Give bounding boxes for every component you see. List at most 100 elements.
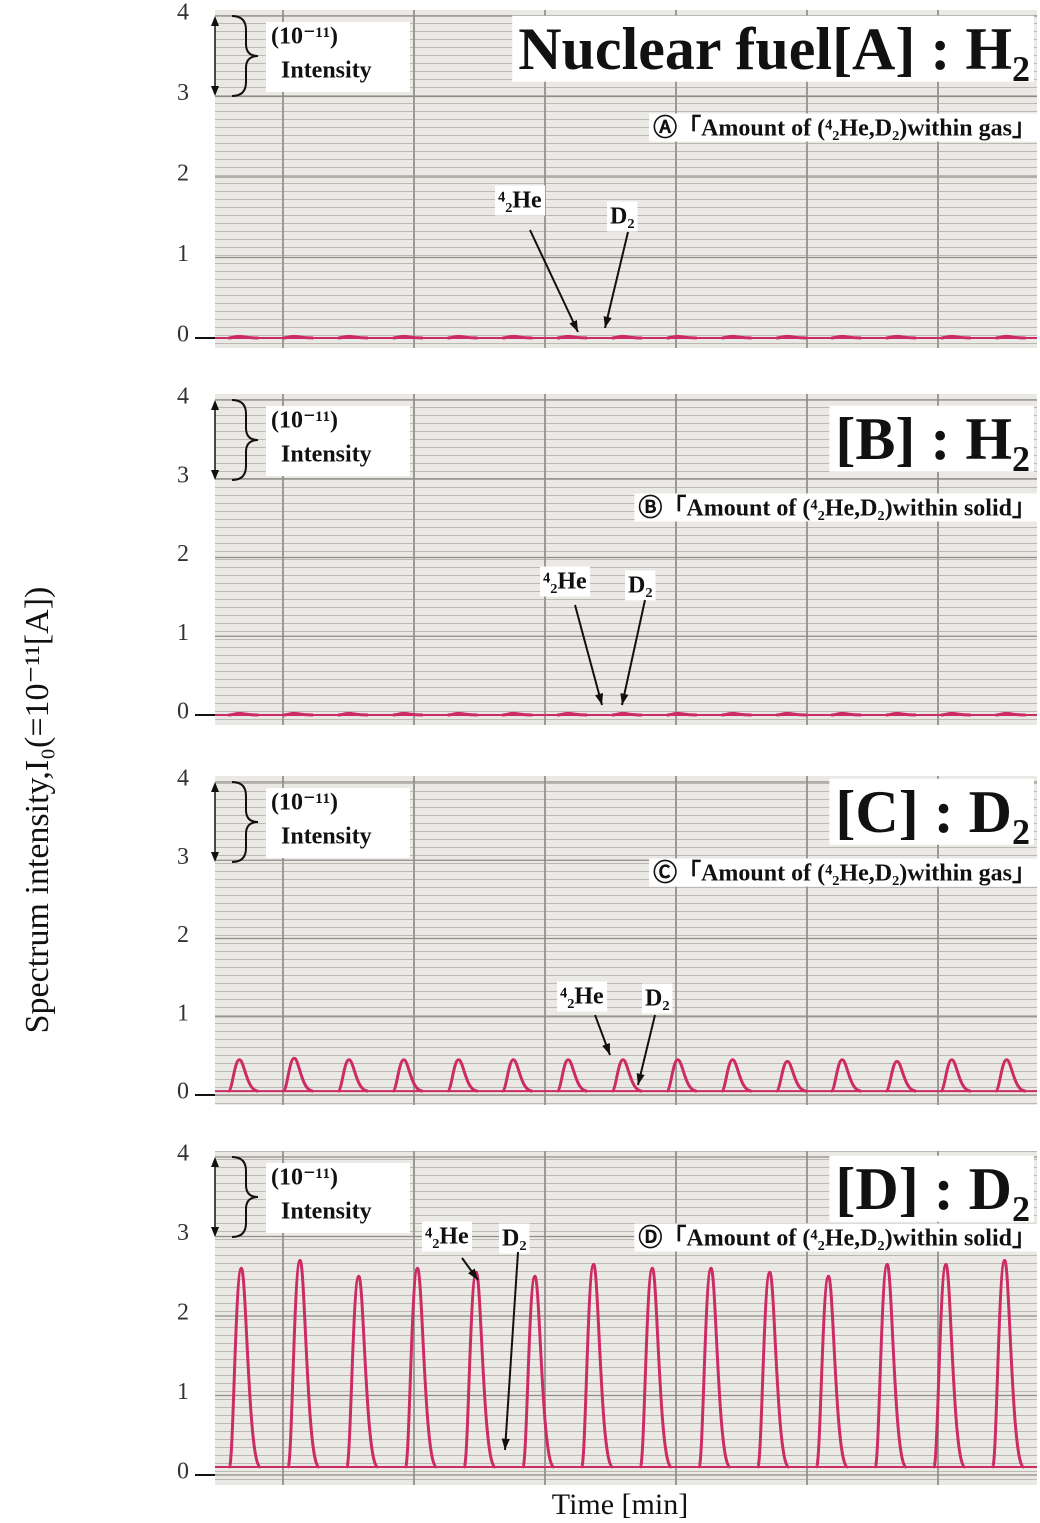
y-tick-label: 1 <box>177 1379 189 1405</box>
d2-label: D₂ <box>502 1226 527 1252</box>
arrow <box>604 231 629 329</box>
y-tick-label: 1 <box>177 241 189 267</box>
arrow-head <box>595 693 604 705</box>
peak <box>940 711 971 717</box>
peak <box>500 1058 533 1093</box>
y-tick-label: 3 <box>177 844 189 870</box>
unit-label: (10⁻¹¹) <box>271 24 338 50</box>
peak <box>721 711 752 717</box>
label-box <box>266 788 410 858</box>
peak <box>283 711 314 717</box>
label-bg <box>625 570 656 601</box>
y-tick-label: 0 <box>177 1459 189 1485</box>
chart-subtitle: Ⓒ「Amount of (⁴₂He,D₂)within gas」 <box>653 859 1036 887</box>
peak <box>829 1058 862 1093</box>
peak <box>756 1270 791 1469</box>
peak <box>337 334 369 340</box>
label-bg <box>642 983 673 1014</box>
y-tick-label: 2 <box>177 922 189 948</box>
arrow-head <box>211 16 219 26</box>
peak <box>391 1058 424 1093</box>
y-tick-label: 3 <box>177 80 189 106</box>
arrow-head <box>468 1268 478 1280</box>
label-bg <box>422 1221 473 1252</box>
arrow-head <box>211 400 219 410</box>
peak <box>774 1059 807 1093</box>
peak <box>404 1266 438 1469</box>
peak <box>286 1258 321 1469</box>
unit-label: (10⁻¹¹) <box>271 1165 338 1191</box>
y-tick-label: 0 <box>177 699 189 725</box>
arrow-head <box>211 86 219 96</box>
y-tick-label: 3 <box>177 462 189 488</box>
arrow-head <box>211 470 219 480</box>
unit-label: (10⁻¹¹) <box>271 790 338 816</box>
y-tick-label: 2 <box>177 1300 189 1326</box>
peak <box>392 711 423 717</box>
peak <box>345 1274 380 1469</box>
label-bg <box>540 566 591 597</box>
brace <box>231 399 259 481</box>
peak <box>721 334 752 340</box>
peak <box>611 711 643 717</box>
peak <box>831 711 862 717</box>
peak <box>776 334 807 340</box>
chart-title: [D] : D₂ <box>835 1156 1030 1222</box>
chart-title: [C] : D₂ <box>835 779 1030 845</box>
y-tick-label: 0 <box>177 322 189 348</box>
peak <box>995 711 1026 717</box>
intensity-label: Intensity <box>281 1199 372 1225</box>
y-tick-label: 2 <box>177 161 189 187</box>
peak <box>932 1262 967 1469</box>
intensity-label: Intensity <box>281 58 372 84</box>
peak <box>666 711 697 717</box>
peak <box>940 334 971 340</box>
peak <box>392 334 423 340</box>
he-label: ⁴₂He <box>498 188 542 214</box>
peak <box>580 1262 615 1469</box>
arrow-head <box>501 1438 510 1450</box>
label-bg <box>607 201 638 232</box>
arrow-head <box>602 1043 610 1055</box>
he-label: ⁴₂He <box>543 569 587 595</box>
arrow-head <box>620 693 629 705</box>
subtitle-bg <box>634 493 1038 522</box>
peak <box>502 711 533 717</box>
brace <box>231 1156 259 1238</box>
arrow <box>574 604 603 706</box>
peak <box>720 1058 753 1093</box>
peak <box>665 1058 698 1093</box>
title-bg <box>829 1155 1034 1222</box>
brace <box>231 781 259 863</box>
title-bg <box>512 15 1034 82</box>
chart-subtitle: Ⓐ「Amount of (⁴₂He,D₂)within gas」 <box>653 114 1036 142</box>
he-label: ⁴₂He <box>425 1224 469 1250</box>
y-tick-label: 4 <box>177 766 189 792</box>
arrow <box>621 599 646 706</box>
peak <box>447 711 478 717</box>
peak <box>502 334 533 340</box>
arrow-head <box>211 1157 219 1167</box>
y-tick-label: 4 <box>177 1141 189 1167</box>
arrow <box>637 1014 656 1086</box>
chart-subtitle: Ⓑ「Amount of (⁴₂He,D₂)within solid」 <box>638 494 1036 522</box>
intensity-label: Intensity <box>281 442 372 468</box>
peak <box>337 711 369 717</box>
chart-subtitle: Ⓓ「Amount of (⁴₂He,D₂)within solid」 <box>638 1224 1036 1252</box>
d2-label: D₂ <box>645 986 670 1012</box>
label-box <box>266 1163 410 1233</box>
d2-label: D₂ <box>628 573 653 599</box>
arrow <box>529 229 579 333</box>
chart-title: Nuclear fuel[A] : H₂ <box>518 16 1030 82</box>
peak <box>815 1274 849 1469</box>
arrow-head <box>211 852 219 862</box>
y-tick-label: 2 <box>177 541 189 567</box>
y-tick-label: 4 <box>177 384 189 410</box>
peak <box>281 1056 314 1093</box>
peak <box>873 1262 908 1469</box>
peak <box>555 1058 588 1093</box>
peak <box>611 334 643 340</box>
peak <box>226 1058 259 1093</box>
peak <box>521 1274 556 1469</box>
peak <box>885 711 917 717</box>
